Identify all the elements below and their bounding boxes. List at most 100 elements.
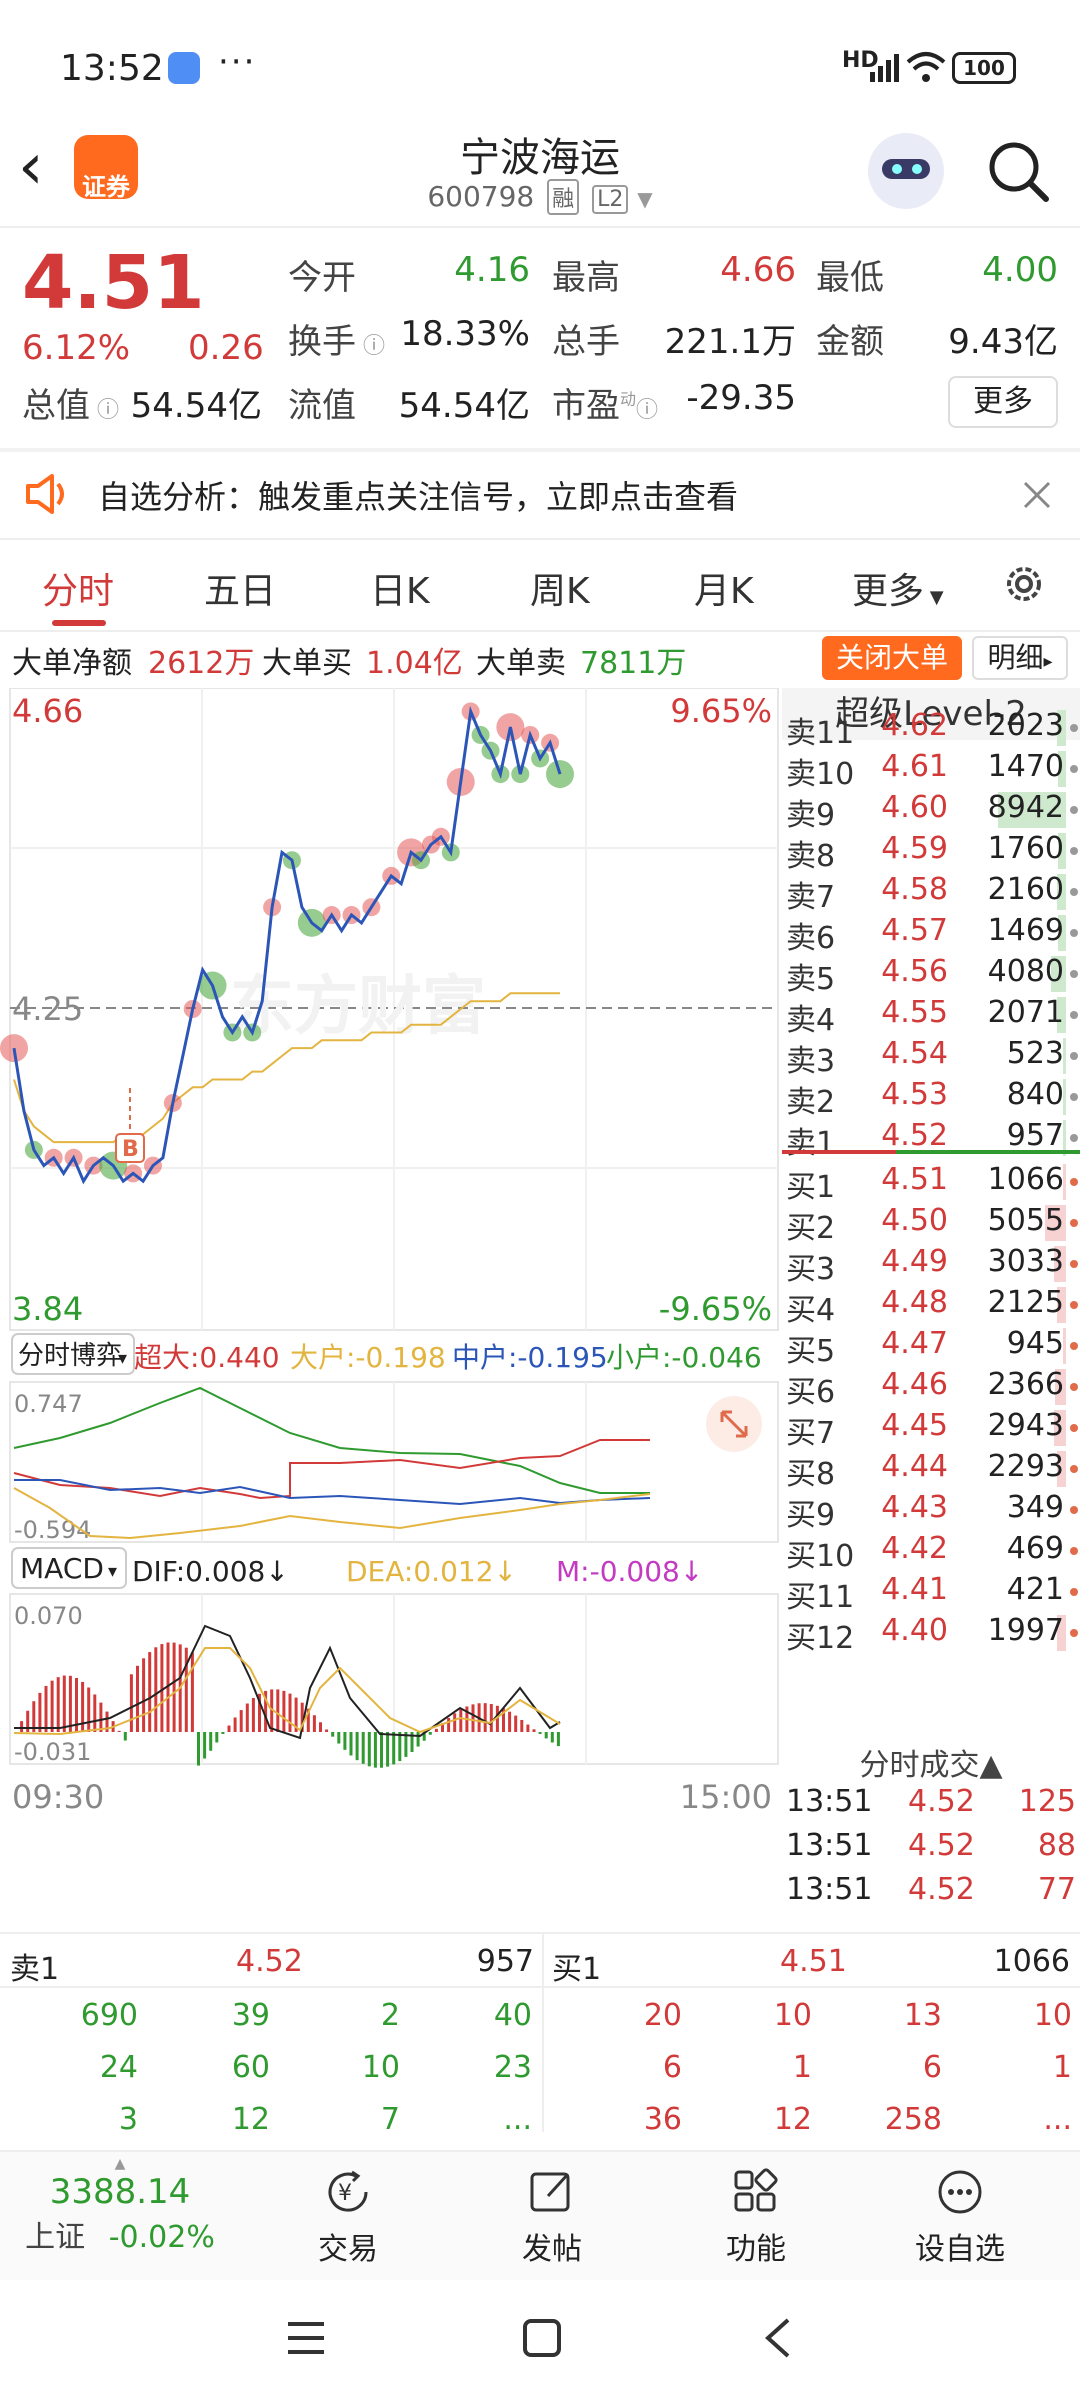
tab-five-day[interactable]: 五日 xyxy=(204,571,277,612)
sell-level-row[interactable]: 卖3 4.54 523 xyxy=(782,1036,1080,1079)
level-label: 卖9 xyxy=(786,798,836,833)
buy-level-row[interactable]: 买1 4.51 1066 xyxy=(782,1162,1080,1205)
sell-level-row[interactable]: 卖7 4.58 2160 xyxy=(782,872,1080,915)
level-volume: 523 xyxy=(1006,1036,1064,1071)
assistant-robot-icon[interactable] xyxy=(868,133,944,209)
macd-bar xyxy=(105,1711,109,1732)
sell-level-row[interactable]: 卖11 4.62 2023 xyxy=(782,708,1080,751)
level-price: 4.41 xyxy=(881,1572,948,1607)
volume-label: 总手 xyxy=(552,322,620,362)
macd-bar xyxy=(416,1732,420,1747)
alert-banner[interactable]: 自选分析：触发重点关注信号，立即点击查看 xyxy=(0,452,1080,538)
macd-bar xyxy=(50,1680,54,1732)
nav-functions[interactable]: 功能 xyxy=(676,2168,836,2268)
queue-sell-volume: 957 xyxy=(476,1944,534,1979)
expand-icon xyxy=(720,1410,748,1438)
nav-trade[interactable]: ¥ 交易 xyxy=(268,2168,428,2268)
back-button[interactable]: ‹ xyxy=(18,130,44,204)
macd-bar xyxy=(404,1732,408,1757)
settings-gear-icon[interactable] xyxy=(1000,560,1048,608)
macd-selector[interactable] xyxy=(11,1547,127,1589)
sell-level-row[interactable]: 卖10 4.61 1470 xyxy=(782,749,1080,792)
sell-level-row[interactable]: 卖8 4.59 1760 xyxy=(782,831,1080,874)
more-button[interactable]: 更多 xyxy=(948,376,1058,428)
level-volume: 2125 xyxy=(987,1285,1064,1320)
level-indicator xyxy=(1070,1547,1078,1555)
macd-bar xyxy=(294,1697,298,1732)
tab-weekly-k[interactable]: 周K xyxy=(530,571,590,612)
queue-order-cell: ... xyxy=(1043,2102,1072,2137)
macd-bar xyxy=(38,1692,42,1732)
buy-level-row[interactable]: 买3 4.49 3033 xyxy=(782,1244,1080,1287)
sell-level-row[interactable]: 卖5 4.56 4080 xyxy=(782,954,1080,997)
close-big-order-button[interactable]: 关闭大单 xyxy=(822,636,962,680)
big-sell-label: 大单卖 xyxy=(476,646,566,681)
tab-daily-k[interactable]: 日K xyxy=(370,571,430,612)
sell-level-row[interactable]: 卖1 4.52 957 xyxy=(782,1118,1080,1161)
menu-icon[interactable] xyxy=(286,2320,326,2356)
dropdown-icon: ▼ xyxy=(637,187,653,211)
nav-add-watchlist[interactable]: 设自选 xyxy=(880,2168,1040,2268)
home-icon[interactable] xyxy=(522,2318,562,2358)
turnover-label: 换手 ⓘ xyxy=(288,322,385,362)
buy-level-row[interactable]: 买7 4.45 2943 xyxy=(782,1408,1080,1451)
order-book[interactable]: 超级Level-2 卖11 4.62 2023 卖10 4.61 1470 卖9 4.60 89… xyxy=(782,688,1080,1918)
buy-level-row[interactable]: 买9 4.43 349 xyxy=(782,1490,1080,1533)
flow-selector[interactable] xyxy=(11,1333,135,1375)
level-volume: 349 xyxy=(1006,1490,1064,1525)
index-ticker[interactable]: ▲ 3388.14 上证 -0.02% xyxy=(10,2156,230,2256)
tab-monthly-k[interactable]: 月K xyxy=(694,571,754,612)
sell-level-row[interactable]: 卖9 4.60 8942 xyxy=(782,790,1080,833)
order-book-title: 超级Level-2 xyxy=(782,688,1080,740)
level-label: 买12 xyxy=(786,1621,855,1656)
buy-level-row[interactable]: 买2 4.50 5055 xyxy=(782,1203,1080,1246)
queue-order-cell: 60 xyxy=(231,2050,270,2085)
dif-label: DIF:0.008↓ xyxy=(132,1555,289,1588)
level-label: 买6 xyxy=(786,1375,836,1410)
macd-bar xyxy=(447,1717,451,1732)
level-price: 4.52 xyxy=(881,1118,948,1153)
open-value: 4.16 xyxy=(454,250,530,290)
macd-bar xyxy=(56,1677,60,1732)
intraday-chart[interactable]: 东方财富 B 4.66 4.25 3.84 9.65% -9.65% 分时博弈 … xyxy=(0,688,780,1918)
search-icon[interactable] xyxy=(980,133,1060,213)
stock-code-row[interactable]: 600798 融 L2 ▼ xyxy=(0,179,1080,215)
tab-intraday[interactable]: 分时 xyxy=(42,571,115,612)
sell-level-row[interactable]: 卖6 4.57 1469 xyxy=(782,913,1080,956)
level-indicator xyxy=(1070,1588,1078,1596)
level-label: 卖2 xyxy=(786,1085,836,1120)
buy-level-row[interactable]: 买4 4.48 2125 xyxy=(782,1285,1080,1328)
level-price: 4.59 xyxy=(881,831,948,866)
broker-logo[interactable]: 证券 xyxy=(74,135,138,201)
back-nav-icon[interactable] xyxy=(762,2316,792,2360)
macd-bar xyxy=(288,1693,292,1732)
level-price: 4.55 xyxy=(881,995,948,1030)
macd-bar xyxy=(306,1708,310,1732)
buy-marker[interactable] xyxy=(115,1133,145,1163)
nav-post[interactable]: 发帖 xyxy=(472,2168,632,2268)
level-label: 买10 xyxy=(786,1539,855,1574)
level-indicator xyxy=(1070,806,1078,814)
queue-order-cell: 10 xyxy=(1033,1998,1072,2033)
buy-level-row[interactable]: 买10 4.42 469 xyxy=(782,1531,1080,1574)
buy-level-row[interactable]: 买8 4.44 2293 xyxy=(782,1449,1080,1492)
queue-buy-volume: 1066 xyxy=(993,1944,1070,1979)
close-icon[interactable] xyxy=(1022,480,1052,510)
detail-button[interactable]: 明细▸ xyxy=(972,636,1068,680)
tab-more[interactable]: 更多 ▼ xyxy=(852,571,944,612)
time-sales-title[interactable]: 分时成交▲ xyxy=(859,1748,1003,1783)
time-sales[interactable]: 分时成交▲ 13:51 4.52 125 13:51 4.52 88 13:51 4.52 77 xyxy=(782,1740,1080,1918)
macd-bar xyxy=(166,1642,170,1732)
low-value: 4.00 xyxy=(982,250,1058,290)
volume-bar xyxy=(1051,956,1066,992)
sell-level-row[interactable]: 卖4 4.55 2071 xyxy=(782,995,1080,1038)
macd-bar xyxy=(483,1703,487,1732)
sell-level-row[interactable]: 卖2 4.53 840 xyxy=(782,1077,1080,1120)
buy-level-row[interactable]: 买12 4.40 1997 xyxy=(782,1613,1080,1656)
buy-level-row[interactable]: 买6 4.46 2366 xyxy=(782,1367,1080,1410)
buy-level-row[interactable]: 买5 4.47 945 xyxy=(782,1326,1080,1369)
alert-text: 自选分析：触发重点关注信号，立即点击查看 xyxy=(98,478,739,516)
buy-level-row[interactable]: 买11 4.41 421 xyxy=(782,1572,1080,1615)
level-label: 买4 xyxy=(786,1293,836,1328)
volume-bar xyxy=(1063,1328,1066,1364)
